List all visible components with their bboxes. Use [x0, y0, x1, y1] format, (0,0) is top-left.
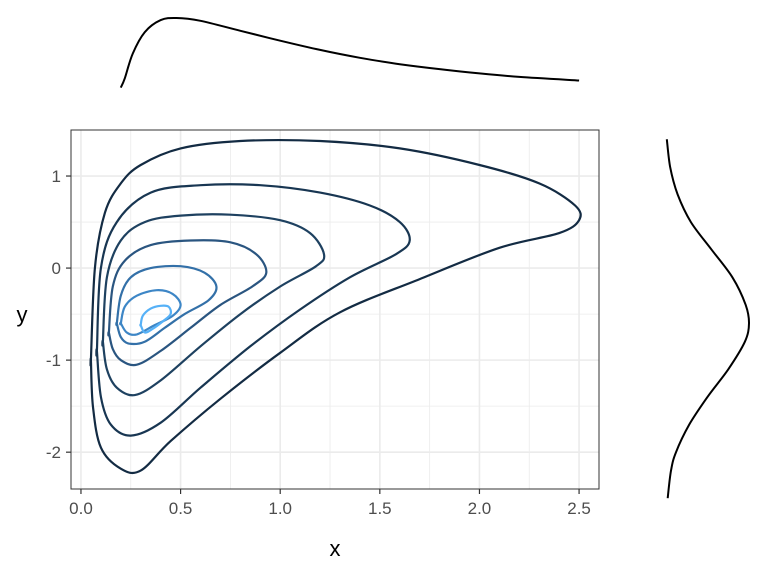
- plot-panel-border: [70, 129, 600, 490]
- contour-level-1: [89, 139, 582, 475]
- contour-level-5: [115, 264, 218, 346]
- x-tick-label: 2.0: [468, 499, 492, 518]
- marginal-y-density: [665, 139, 751, 499]
- y-tick-label: -1: [46, 351, 61, 370]
- y-tick-label: -2: [46, 443, 61, 462]
- grid-lines: [71, 130, 599, 489]
- contour-lines: [89, 139, 582, 475]
- x-tick-label: 0.0: [69, 499, 93, 518]
- contour-level-7: [139, 304, 173, 334]
- x-axis-title: x: [330, 536, 341, 561]
- marginal-x-density: [119, 16, 580, 89]
- x-tick-label: 1.0: [268, 499, 292, 518]
- contour-level-6: [119, 289, 182, 336]
- contour-level-3: [101, 213, 326, 397]
- x-tick-label: 2.5: [567, 499, 591, 518]
- contour-level-4: [107, 239, 268, 367]
- marginal-densities: [119, 16, 751, 499]
- axis-ticks: 0.0 0.5 1.0 1.5 2.0 2.5 -2 -1 0 1: [46, 167, 591, 518]
- x-tick-label: 0.5: [169, 499, 193, 518]
- x-tick-label: 1.5: [368, 499, 392, 518]
- y-tick-label: 0: [52, 259, 61, 278]
- y-tick-label: 1: [52, 167, 61, 186]
- y-axis-title: y: [17, 302, 28, 327]
- contour-level-2: [95, 183, 411, 437]
